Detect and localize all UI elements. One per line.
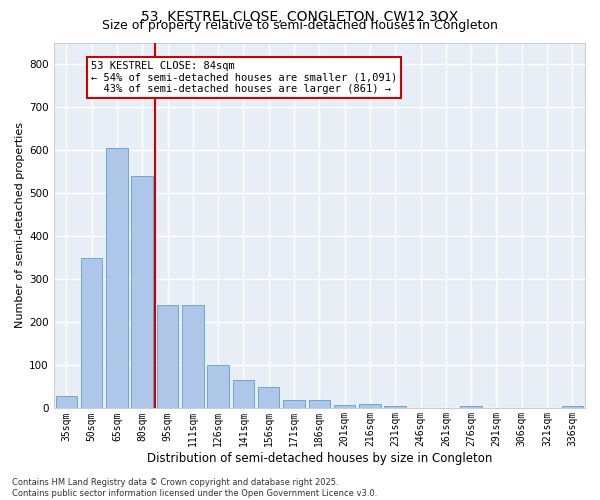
Bar	[81, 258, 103, 408]
Bar	[562, 406, 583, 408]
Bar	[131, 176, 153, 408]
Bar	[233, 380, 254, 408]
X-axis label: Distribution of semi-detached houses by size in Congleton: Distribution of semi-detached houses by …	[146, 452, 492, 465]
Bar	[56, 396, 77, 408]
Bar	[385, 406, 406, 408]
Bar	[258, 387, 280, 408]
Bar	[460, 406, 482, 408]
Text: 53 KESTREL CLOSE: 84sqm
← 54% of semi-detached houses are smaller (1,091)
  43% : 53 KESTREL CLOSE: 84sqm ← 54% of semi-de…	[91, 61, 397, 94]
Y-axis label: Number of semi-detached properties: Number of semi-detached properties	[15, 122, 25, 328]
Bar	[283, 400, 305, 408]
Bar	[334, 405, 355, 408]
Text: Size of property relative to semi-detached houses in Congleton: Size of property relative to semi-detach…	[102, 19, 498, 32]
Text: 53, KESTREL CLOSE, CONGLETON, CW12 3QX: 53, KESTREL CLOSE, CONGLETON, CW12 3QX	[142, 10, 458, 24]
Bar	[157, 305, 178, 408]
Bar	[106, 148, 128, 408]
Bar	[308, 400, 330, 408]
Bar	[182, 305, 203, 408]
Bar	[208, 366, 229, 408]
Bar	[359, 404, 380, 408]
Text: Contains HM Land Registry data © Crown copyright and database right 2025.
Contai: Contains HM Land Registry data © Crown c…	[12, 478, 377, 498]
